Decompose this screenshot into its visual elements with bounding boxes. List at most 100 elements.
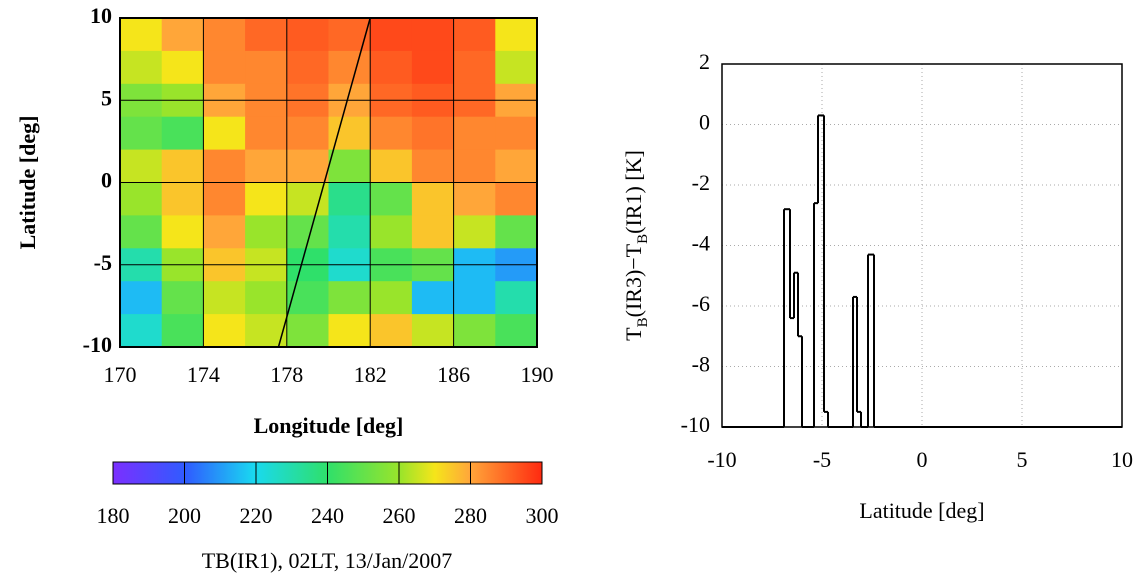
heatmap-cell [161, 314, 204, 348]
colorbar-tick-label: 180 [97, 503, 130, 528]
heatmap-cell [245, 215, 288, 249]
heatmap-cell [453, 18, 496, 52]
heatmap-cell [286, 149, 329, 183]
heatmap-cell [411, 281, 455, 315]
heatmap-cell [495, 281, 538, 315]
x-tick-label: 182 [354, 362, 387, 387]
x-tick-label: 10 [1111, 447, 1133, 472]
heatmap-cell [203, 149, 246, 183]
heatmap-cell [245, 18, 288, 52]
y-axis-label: TB(IR3)−TB(IR1) [K] [621, 150, 651, 341]
heatmap-cell [286, 314, 329, 348]
heatmap-cell [411, 149, 455, 183]
heatmap-cell [203, 281, 246, 315]
heatmap-cell [120, 182, 163, 216]
x-tick-label: 0 [917, 447, 928, 472]
heatmap-cell [370, 50, 413, 85]
heatmap-cell [328, 18, 371, 52]
heatmap-cell [120, 314, 163, 348]
y-axis-label-part: (IR3)−T [621, 243, 646, 317]
heatmap-cell [453, 50, 496, 85]
heatmap-cell [161, 281, 204, 315]
y-tick-label: 10 [90, 3, 112, 28]
x-tick-label: 170 [104, 362, 137, 387]
heatmap-cell [411, 215, 455, 249]
y-tick-label: 2 [699, 49, 710, 74]
x-axis-label: Latitude [deg] [859, 498, 984, 523]
heatmap-cell [370, 314, 413, 348]
heatmap-cell [120, 18, 163, 52]
heatmap-cell [411, 182, 455, 216]
heatmap-cell [411, 314, 455, 348]
heatmap-cell [495, 18, 538, 52]
heatmap-cell [286, 50, 329, 85]
heatmap-cell [161, 50, 204, 85]
track-line [277, 17, 371, 348]
x-tick-label: 190 [521, 362, 554, 387]
x-axis-label: Longitude [deg] [254, 413, 404, 438]
heatmap-cell [370, 215, 413, 249]
heatmap-cell [453, 215, 496, 249]
colorbar-tick-label: 220 [240, 503, 273, 528]
heatmap-cell [495, 314, 538, 348]
y-axis-label: Latitude [deg] [15, 116, 40, 250]
heatmap-cell [495, 116, 538, 151]
heatmap-cell [161, 182, 204, 216]
heatmap-cell [245, 281, 288, 315]
y-tick-label: -2 [692, 170, 710, 195]
heatmap-cell [411, 50, 455, 85]
heatmap-cell [328, 215, 371, 249]
heatmap-cell [161, 215, 204, 249]
y-axis-label-part: T [621, 327, 646, 341]
colorbar-tick-label: 260 [383, 503, 416, 528]
heatmap-cell [286, 116, 329, 151]
heatmap-cell [203, 50, 246, 85]
x-tick-label: 178 [270, 362, 303, 387]
heatmap-cell [453, 149, 496, 183]
heatmap-cell [495, 149, 538, 183]
heatmap-cell [411, 18, 455, 52]
heatmap-cell [328, 149, 371, 183]
heatmap-cell [203, 116, 246, 151]
heatmap-cell [495, 215, 538, 249]
heatmap-cell [328, 314, 371, 348]
y-tick-label: -6 [692, 291, 710, 316]
heatmap-cell [495, 182, 538, 216]
heatmap-cell [411, 116, 455, 151]
heatmap-cell [245, 116, 288, 151]
caption: TB(IR1), 02LT, 13/Jan/2007 [202, 548, 453, 573]
x-tick-label: 186 [437, 362, 470, 387]
y-tick-label: -4 [692, 231, 710, 256]
heatmap-cell [286, 281, 329, 315]
heatmap-cell [161, 149, 204, 183]
heatmap-cell [286, 18, 329, 52]
y-tick-label: 5 [101, 85, 112, 110]
heatmap-cell [203, 314, 246, 348]
heatmap-cell [495, 50, 538, 85]
heatmap-cell [453, 116, 496, 151]
heatmap-cell [120, 116, 163, 151]
heatmap-cell [286, 182, 329, 216]
y-axis-label-part: B [635, 317, 651, 327]
colorbar-tick-label: 280 [454, 503, 487, 528]
y-axis-label-part: B [635, 234, 651, 244]
heatmap-cell [453, 182, 496, 216]
heatmap-cell [370, 281, 413, 315]
heatmap-cell [328, 182, 371, 216]
heatmap-cell [245, 50, 288, 85]
colorbar-tick-label: 200 [168, 503, 201, 528]
heatmap-cell [328, 50, 371, 85]
x-tick-label: 5 [1017, 447, 1028, 472]
y-axis-label-part: (IR1) [K] [621, 150, 646, 234]
y-tick-label: 0 [699, 110, 710, 135]
heatmap-cell [328, 281, 371, 315]
x-tick-label: -5 [813, 447, 831, 472]
heatmap-cell [161, 116, 204, 151]
x-tick-label: 174 [187, 362, 220, 387]
plot-frame [119, 17, 538, 348]
heatmap-cell [370, 18, 413, 52]
heatmap-cell [370, 149, 413, 183]
y-tick-label: -5 [94, 250, 112, 275]
